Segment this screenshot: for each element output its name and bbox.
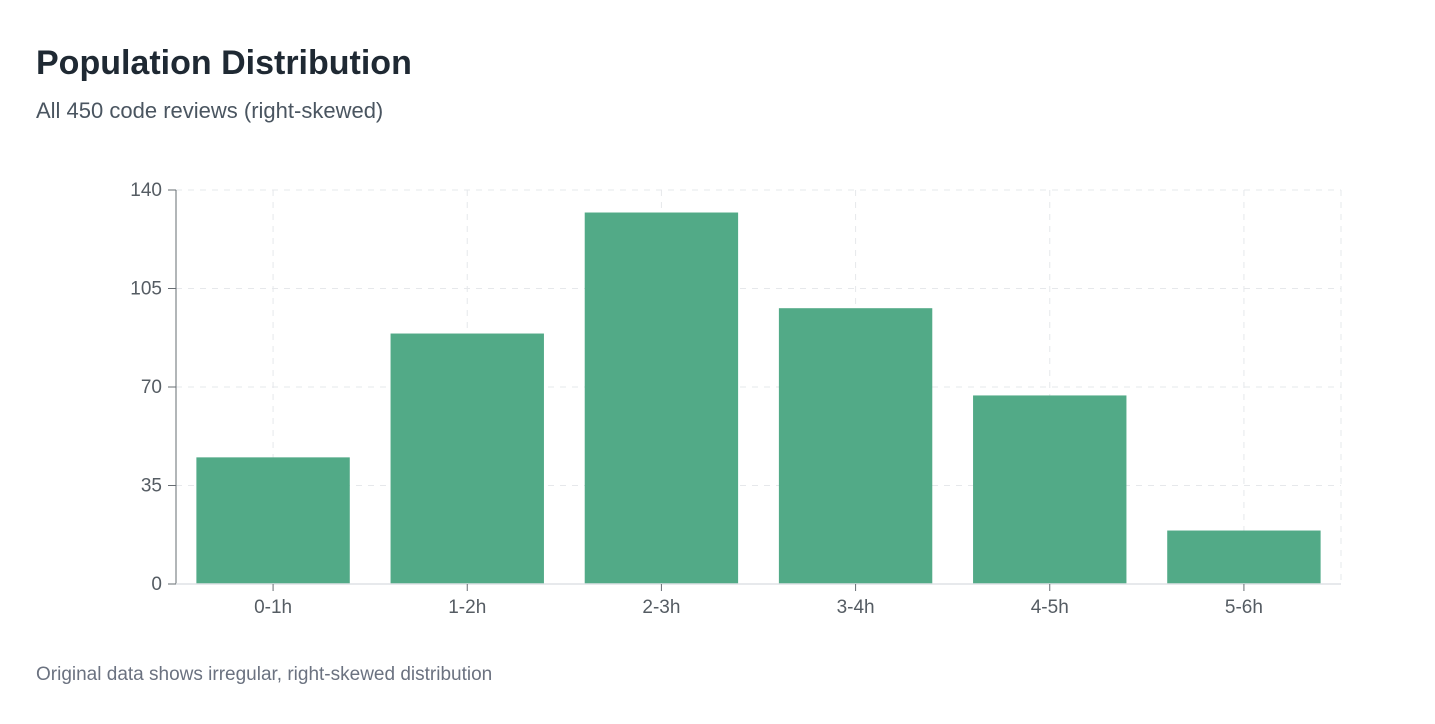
footnote: Original data shows irregular, right-ske… bbox=[36, 664, 493, 685]
grid bbox=[176, 189, 1342, 584]
x-tick-label: 0-1h bbox=[254, 597, 292, 618]
y-tick-label: 70 bbox=[141, 377, 162, 398]
chart-subtitle: All 450 code reviews (right-skewed) bbox=[36, 98, 384, 123]
bar-2-3h[interactable] bbox=[584, 212, 739, 584]
y-tick-label: 0 bbox=[151, 574, 162, 595]
x-tick-label: 1-2h bbox=[448, 597, 486, 618]
x-tick-label: 4-5h bbox=[1031, 597, 1069, 618]
chart-title: Population Distribution bbox=[36, 44, 412, 82]
y-tick-label: 105 bbox=[130, 279, 162, 300]
bar-1-2h[interactable] bbox=[390, 333, 544, 584]
x-tick-label: 3-4h bbox=[837, 597, 875, 618]
x-tick-label: 2-3h bbox=[642, 597, 680, 618]
bar-5-6h[interactable] bbox=[1167, 530, 1321, 584]
bar-3-4h[interactable] bbox=[778, 308, 933, 584]
axes: 0 35 70 105 140 0-1h 1-2h 2-3h 3-4h 4-5h 5-6h bbox=[130, 180, 1341, 618]
bar-0-1h[interactable] bbox=[196, 457, 350, 584]
x-tick-label: 5-6h bbox=[1225, 597, 1263, 618]
y-tick-label: 35 bbox=[141, 476, 162, 497]
bars bbox=[196, 212, 1321, 584]
y-tick-label: 140 bbox=[130, 180, 162, 201]
bar-chart: 0 35 70 105 140 0-1h 1-2h 2-3h 3-4h 4-5h 5-6h bbox=[130, 180, 1342, 618]
bar-4-5h[interactable] bbox=[973, 395, 1127, 584]
